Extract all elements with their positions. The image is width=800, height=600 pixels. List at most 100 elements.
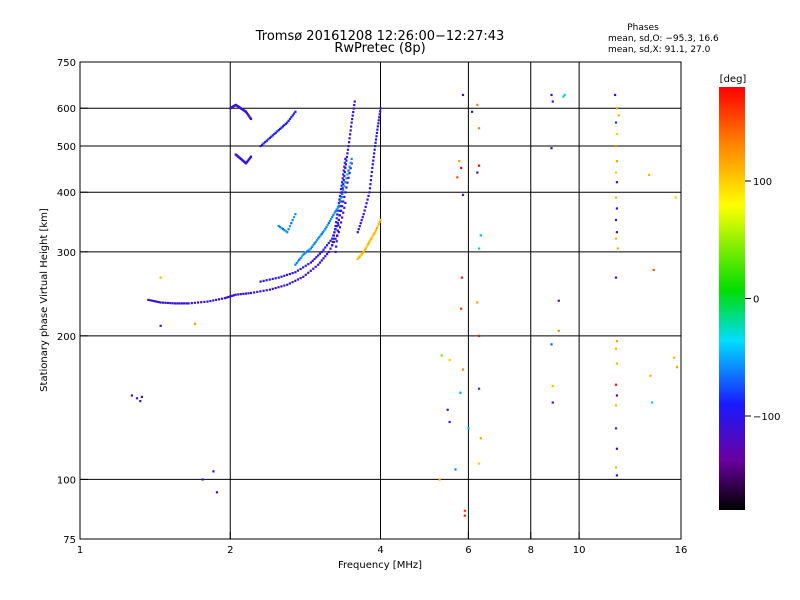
echo-point (203, 300, 206, 304)
echo-point (615, 132, 619, 136)
echo-point (209, 299, 212, 303)
echo-point (286, 283, 289, 286)
echo-point (281, 125, 285, 128)
echo-point (230, 294, 234, 297)
y-tick-label: 100 (57, 475, 76, 486)
echo-point (325, 244, 329, 247)
echo-point (178, 302, 181, 305)
echo-point (339, 205, 342, 208)
echo-point (376, 128, 379, 131)
echo-point (217, 298, 221, 301)
echo-point (225, 296, 228, 299)
echo-point (338, 200, 342, 203)
echo-point (336, 234, 339, 238)
echo-point (249, 155, 253, 158)
echo-point (280, 285, 283, 288)
echo-point (614, 347, 618, 350)
echo-point (267, 138, 270, 141)
stats-line-o: mean, sd,O: −95.3, 16.6 (608, 34, 719, 44)
echo-point (271, 277, 274, 281)
echo-point (302, 266, 305, 269)
echo-point (615, 181, 619, 184)
echo-point (341, 205, 344, 208)
x-axis-label: Frequency [MHz] (338, 560, 422, 571)
echo-point (458, 160, 461, 163)
echo-point (307, 271, 310, 274)
echo-point (262, 289, 265, 292)
echo-point (331, 244, 334, 247)
echo-point (206, 300, 209, 303)
echo-point (305, 250, 309, 253)
echo-point (614, 383, 618, 386)
x-tick-label: 6 (465, 545, 471, 556)
x-axis-ticks: 1 2 4 6 8 10 16 (77, 532, 687, 556)
echo-point (139, 400, 142, 403)
echo-point (283, 274, 286, 277)
echo-point (334, 237, 337, 240)
echo-point (185, 302, 188, 305)
echo-point (190, 301, 193, 305)
echo-point (361, 251, 364, 255)
echo-point (284, 122, 287, 125)
echo-point (347, 176, 350, 179)
echo-point (274, 131, 277, 134)
echo-point (327, 241, 330, 245)
echo-point (374, 138, 378, 141)
echo-point (344, 163, 347, 166)
echo-point (363, 209, 366, 212)
echo-point (348, 165, 351, 168)
echo-point (376, 125, 379, 128)
echo-point (364, 205, 367, 208)
echo-point (340, 184, 343, 187)
echo-point (291, 114, 294, 117)
echo-point (307, 263, 310, 266)
stats-header: Phases (627, 23, 659, 33)
echo-point (246, 113, 249, 116)
echo-point (244, 110, 247, 113)
echo-point (460, 276, 463, 279)
echo-point (292, 216, 296, 219)
echo-point (365, 202, 368, 205)
echo-point (347, 144, 350, 148)
echo-point (140, 395, 144, 398)
echo-point (353, 103, 356, 107)
echo-point (288, 117, 292, 121)
echo-point (369, 179, 372, 182)
echo-point (352, 110, 355, 114)
echo-point (332, 237, 335, 240)
grid-lines (80, 62, 681, 539)
echo-point (317, 237, 320, 240)
echo-point (325, 225, 328, 229)
echo-point (248, 157, 251, 161)
echo-point (343, 161, 346, 164)
echo-point (341, 192, 344, 196)
echo-point (249, 117, 253, 121)
echo-point (341, 216, 344, 219)
echo-point (315, 256, 318, 259)
y-axis-ticks: 750 600 500 400 300 200 100 75 (57, 58, 88, 546)
echo-point (352, 107, 355, 110)
echo-point (375, 131, 379, 135)
echo-point (287, 228, 290, 231)
echo-point (215, 491, 219, 494)
echo-point (212, 470, 215, 473)
echo-point (265, 279, 268, 282)
echo-point (371, 235, 374, 239)
echo-point (346, 148, 350, 151)
echo-point (149, 299, 152, 302)
echo-point (312, 244, 315, 247)
echo-point (309, 269, 312, 272)
echo-point (304, 251, 307, 254)
echo-point (294, 110, 297, 113)
echo-point (477, 127, 481, 130)
echo-point (151, 299, 154, 302)
echo-point (283, 284, 286, 287)
echo-point (615, 107, 619, 110)
echo-point (336, 229, 339, 232)
echo-point (371, 163, 374, 166)
echo-point (294, 213, 297, 216)
echo-point (276, 130, 279, 133)
x-tick-label: 10 (573, 545, 586, 556)
echo-point (614, 171, 618, 174)
